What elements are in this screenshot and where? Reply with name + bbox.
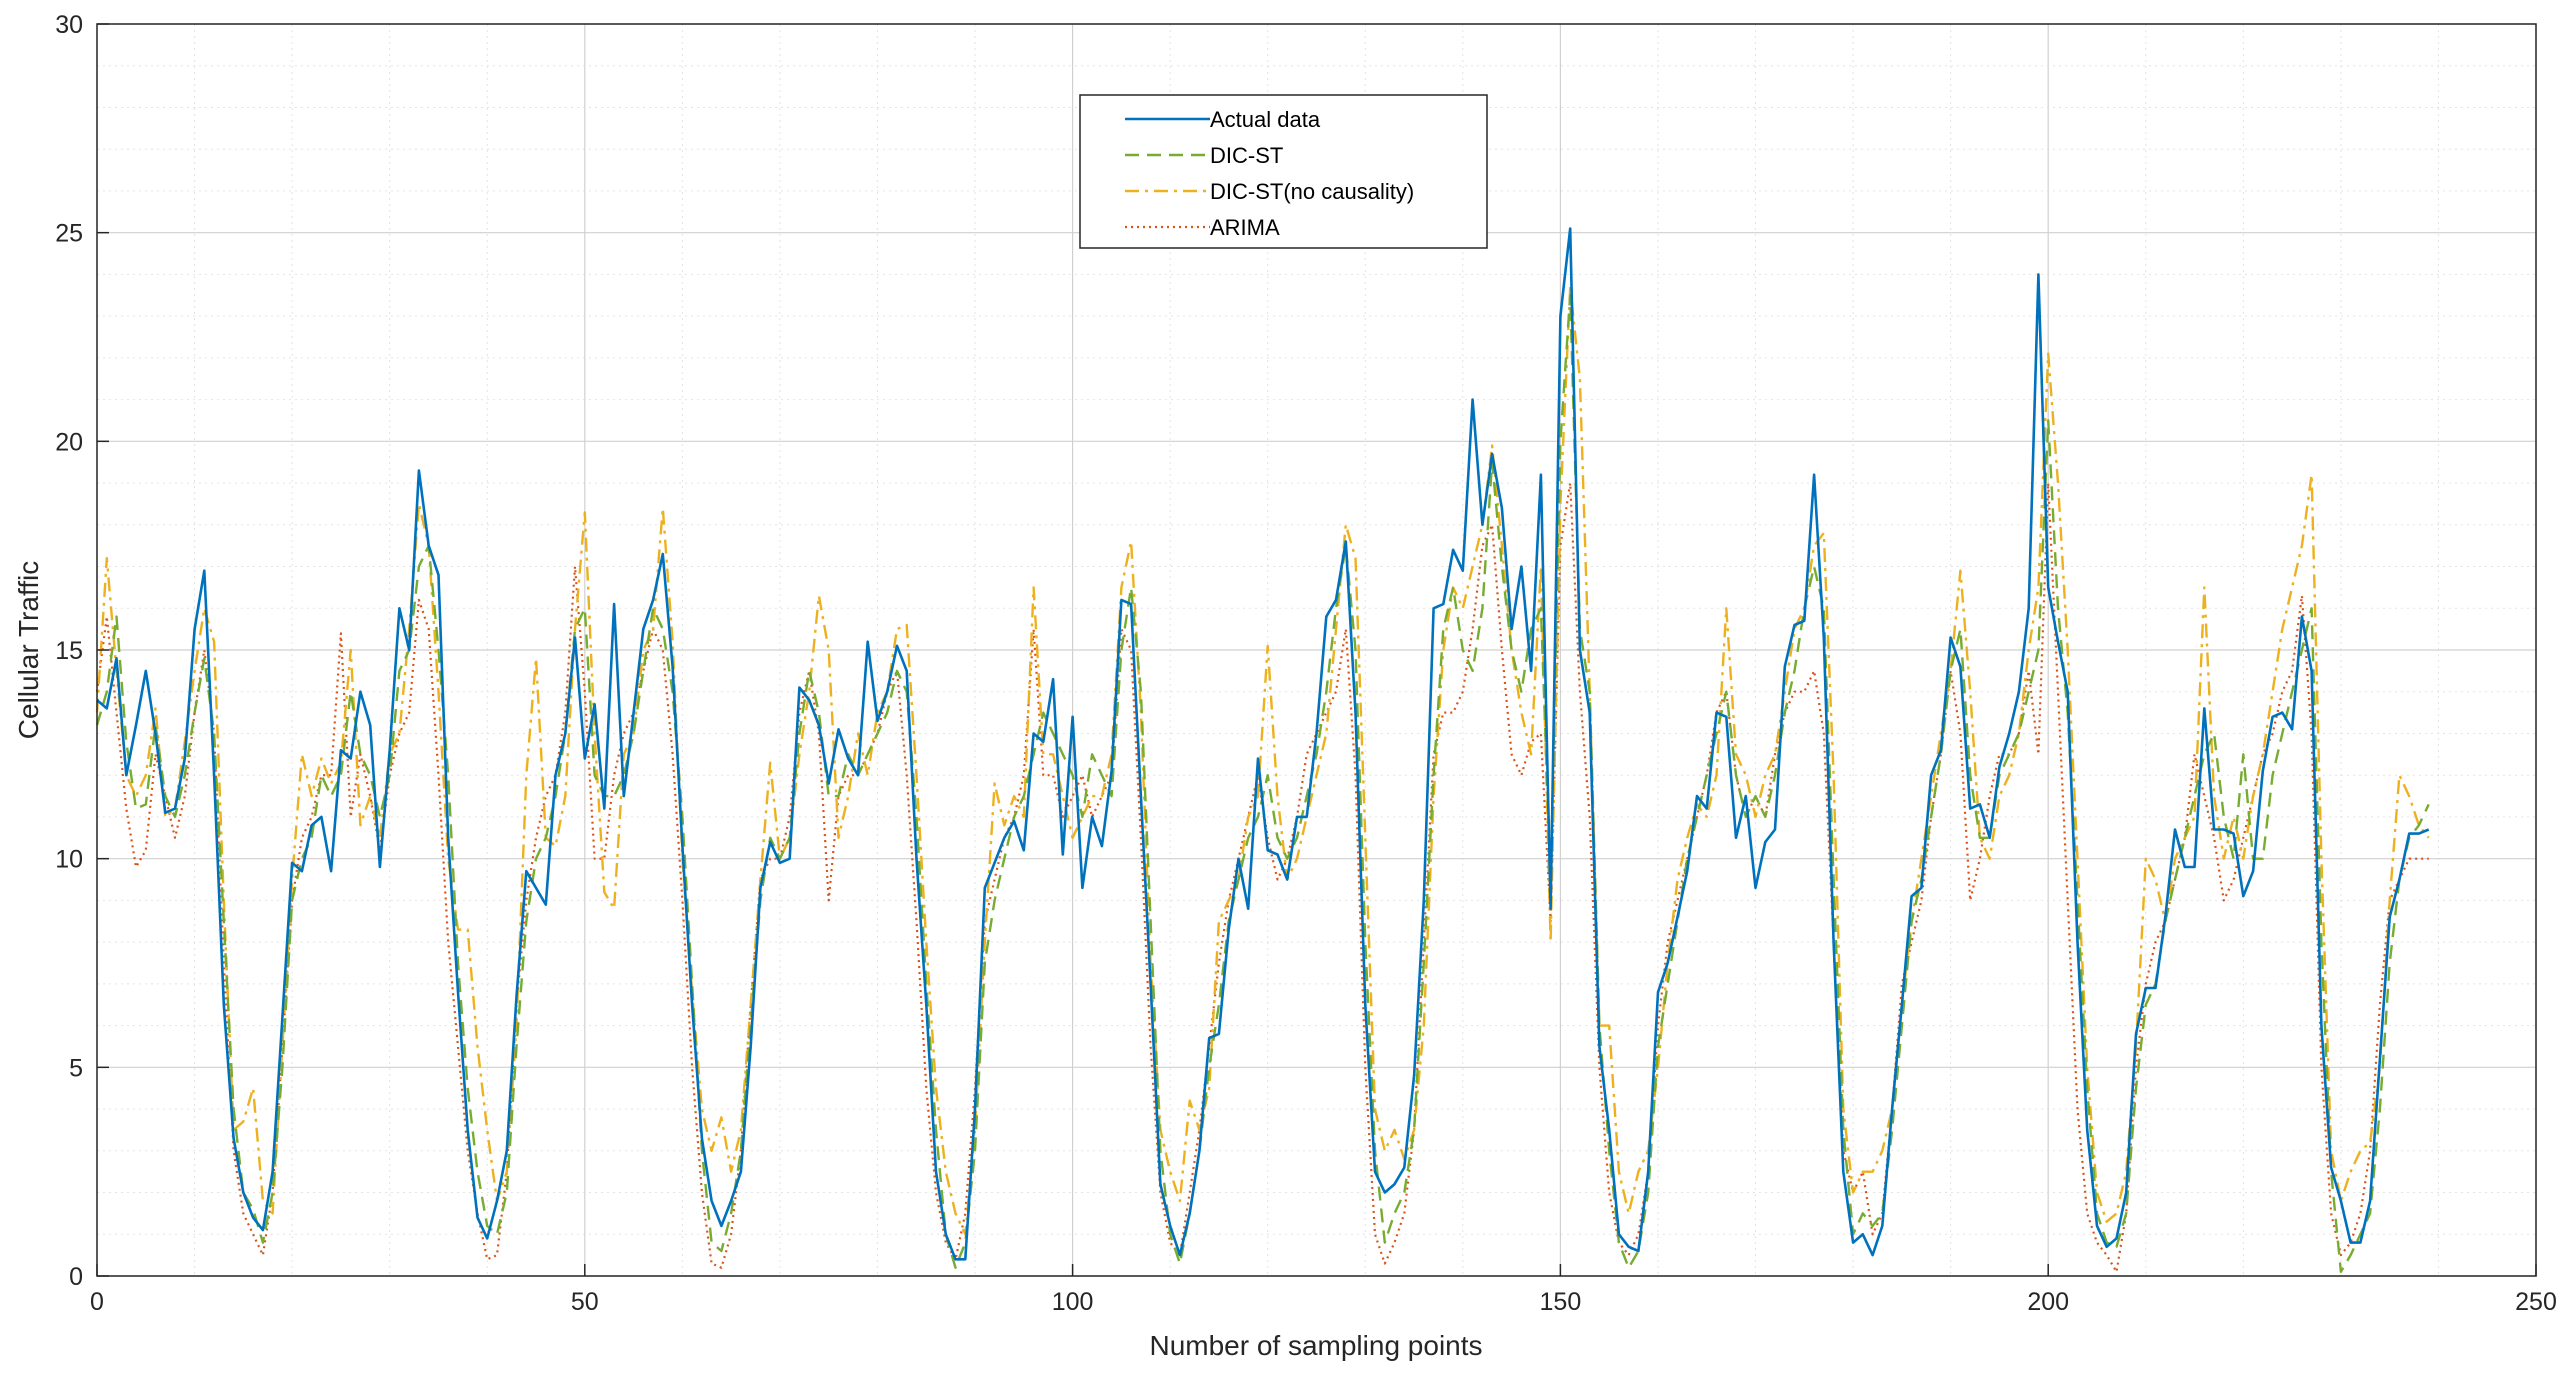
y-tick-label: 25 (55, 220, 83, 248)
y-tick-label: 30 (55, 11, 83, 39)
y-tick-label: 5 (69, 1054, 83, 1082)
x-tick-label: 100 (1052, 1288, 1094, 1316)
y-tick-label: 20 (55, 428, 83, 456)
y-axis-ticks: 0 5 10 15 20 25 30 (55, 11, 109, 1291)
series-line-arima (95, 482, 2429, 1273)
legend-label: DIC-ST (1210, 143, 1283, 168)
y-axis-label: Cellular Traffic (13, 561, 44, 739)
x-tick-label: 150 (1540, 1288, 1582, 1316)
x-axis-ticks: 0 50 100 150 200 250 (90, 1264, 2557, 1316)
y-tick-label: 15 (55, 637, 83, 665)
x-axis-label: Number of sampling points (1149, 1330, 1482, 1361)
y-tick-label: 10 (55, 846, 83, 874)
legend: Actual data DIC-ST DIC-ST(no causality) ARI… (1079, 94, 1488, 249)
legend-label: DIC-ST(no causality) (1210, 179, 1414, 204)
series-line-dic-st-no-causality (95, 285, 2430, 1236)
x-tick-label: 50 (571, 1288, 599, 1316)
legend-label: ARIMA (1210, 215, 1280, 240)
x-tick-label: 0 (90, 1288, 104, 1316)
x-tick-label: 200 (2027, 1288, 2069, 1316)
series-layer (95, 227, 2430, 1273)
x-tick-label: 250 (2515, 1288, 2557, 1316)
legend-label: Actual data (1210, 107, 1321, 132)
y-tick-label: 0 (69, 1263, 83, 1291)
legend-box (1079, 94, 1488, 249)
series-line-actual-data (96, 227, 2430, 1261)
